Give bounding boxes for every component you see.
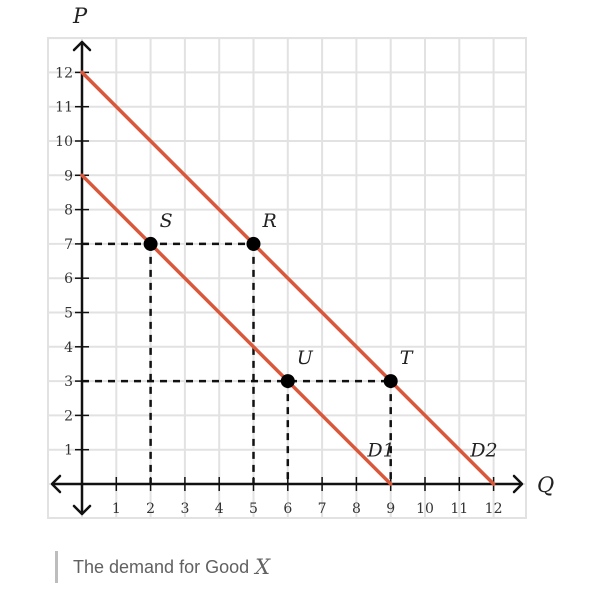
- y-axis-label: P: [72, 4, 88, 28]
- point-s: [143, 236, 158, 251]
- point-u: [280, 374, 295, 389]
- caption-text: The demand for Good: [73, 556, 250, 577]
- y-tick-label: 8: [64, 203, 73, 219]
- x-tick-label: 11: [450, 501, 468, 517]
- point-t: [383, 374, 398, 389]
- x-tick-label: 5: [249, 501, 258, 517]
- curve-d1: [80, 173, 393, 486]
- y-tick-label: 12: [55, 65, 73, 81]
- y-tick-label: 6: [64, 271, 73, 287]
- y-axis-arrow-down: [72, 504, 92, 516]
- y-tick-label: 3: [64, 374, 73, 390]
- point-label-r: R: [262, 210, 277, 232]
- x-axis-label: Q: [537, 473, 554, 497]
- x-tick-label: 2: [146, 501, 155, 517]
- curve-d2: [80, 70, 496, 486]
- figure-caption: The demand for Good X: [55, 551, 270, 583]
- x-tick-label: 1: [112, 501, 121, 517]
- y-tick-label: 2: [64, 408, 73, 424]
- y-tick-label: 7: [64, 237, 73, 253]
- x-tick-label: 7: [318, 501, 327, 517]
- x-tick-label: 10: [416, 501, 434, 517]
- y-axis-arrow-up: [72, 40, 92, 52]
- x-tick-label: 8: [352, 501, 361, 517]
- curve-label-d1: D1: [366, 440, 394, 462]
- point-r: [246, 236, 261, 251]
- point-label-t: T: [400, 347, 414, 369]
- y-tick-label: 11: [55, 100, 73, 116]
- y-tick-label: 5: [64, 306, 73, 322]
- point-label-s: S: [160, 210, 173, 232]
- x-axis-arrow-left: [50, 474, 62, 494]
- guide-lines: [82, 242, 392, 484]
- y-tick-label: 1: [64, 443, 73, 459]
- data-points: S R U T: [143, 210, 414, 389]
- x-tick-label: 3: [180, 501, 189, 517]
- x-tick-label: 9: [386, 501, 395, 517]
- x-tick-label: 4: [215, 501, 224, 517]
- demand-curves: D1 D2: [80, 70, 498, 486]
- point-label-u: U: [297, 347, 314, 369]
- x-tick-label: 6: [283, 501, 292, 517]
- curve-label-d2: D2: [469, 440, 497, 462]
- caption-variable: X: [255, 555, 271, 579]
- y-tick-label: 10: [55, 134, 73, 150]
- y-tick-label: 4: [64, 340, 73, 356]
- y-tick-label: 9: [64, 168, 73, 184]
- x-tick-label: 12: [485, 501, 503, 517]
- x-axis-arrow-right: [512, 474, 524, 494]
